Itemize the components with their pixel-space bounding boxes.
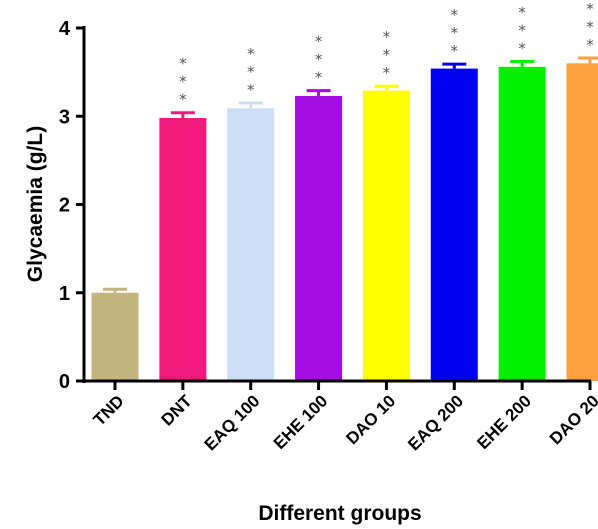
x-axis-ticks: TND DNT EAQ 100 EHE 100 DAO 10 EAQ 200 EHE 200… [90, 381, 598, 454]
bar-dao-10 [362, 90, 410, 381]
significance-star: * [518, 40, 526, 58]
significance-markers: ********************* [179, 0, 594, 109]
significance-star: * [586, 18, 594, 36]
significance-star: * [451, 42, 459, 60]
significance-star: * [179, 55, 187, 73]
x-tick-label: EHE 100 [270, 391, 332, 453]
x-axis-title: Different groups [258, 502, 421, 525]
significance-star: * [586, 0, 594, 18]
y-tick-label: 2 [59, 195, 70, 217]
bar-ehe-100 [295, 95, 343, 381]
bar-ehe-200 [498, 66, 546, 381]
y-tick-label: 0 [59, 371, 70, 393]
bar-eaq-200 [430, 68, 478, 381]
bar-dao-20 [566, 63, 598, 382]
significance-star: * [383, 46, 391, 64]
significance-star: * [518, 22, 526, 40]
y-axis-ticks: 0 1 2 3 4 [59, 18, 84, 393]
y-tick-label: 1 [59, 283, 70, 305]
bar-dnt [159, 118, 207, 381]
bar-eaq-100 [227, 108, 275, 382]
significance-star: * [315, 33, 323, 51]
significance-star: * [518, 4, 526, 22]
x-tick-label: EAQ 100 [201, 391, 264, 454]
bars [91, 56, 598, 382]
significance-star: * [179, 73, 187, 91]
significance-star: * [383, 28, 391, 46]
significance-star: * [179, 91, 187, 109]
significance-star: * [247, 63, 255, 81]
y-tick-label: 4 [59, 18, 71, 40]
x-tick-label: DAO 20 [546, 391, 598, 448]
bar-tnd [91, 292, 139, 381]
significance-star: * [586, 36, 594, 54]
significance-star: * [451, 24, 459, 42]
significance-star: * [247, 45, 255, 63]
significance-star: * [315, 69, 323, 87]
significance-star: * [315, 51, 323, 69]
x-tick-label: EAQ 200 [404, 391, 467, 454]
x-tick-label: DNT [158, 391, 197, 430]
significance-star: * [451, 6, 459, 24]
x-tick-label: TND [90, 391, 128, 429]
significance-star: * [247, 81, 255, 99]
x-tick-label: EHE 200 [473, 391, 535, 453]
y-tick-label: 3 [59, 106, 70, 128]
x-tick-label: DAO 10 [342, 391, 399, 448]
significance-star: * [383, 64, 391, 82]
y-axis-title: Glycaemia (g/L) [24, 126, 47, 282]
